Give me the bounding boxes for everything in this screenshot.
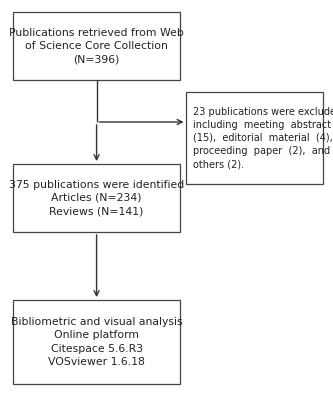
Text: (15),  editorial  material  (4),: (15), editorial material (4),: [193, 133, 333, 143]
Text: 375 publications were identified: 375 publications were identified: [9, 180, 184, 190]
Text: Articles (N=234): Articles (N=234): [51, 193, 142, 203]
Bar: [13, 300, 180, 384]
Text: Publications retrieved from Web: Publications retrieved from Web: [9, 28, 184, 38]
Text: 23 publications were excluded,: 23 publications were excluded,: [193, 106, 333, 116]
Text: including  meeting  abstract: including meeting abstract: [193, 120, 331, 130]
Text: (N=396): (N=396): [73, 54, 120, 64]
Text: VOSviewer 1.6.18: VOSviewer 1.6.18: [48, 357, 145, 367]
Text: others (2).: others (2).: [193, 159, 244, 170]
Bar: [13, 164, 180, 232]
Bar: [186, 92, 323, 184]
Text: Bibliometric and visual analysis: Bibliometric and visual analysis: [11, 317, 182, 327]
Text: Online platform: Online platform: [54, 330, 139, 340]
Text: of Science Core Collection: of Science Core Collection: [25, 41, 168, 51]
Text: proceeding  paper  (2),  and: proceeding paper (2), and: [193, 146, 330, 156]
Bar: [13, 12, 180, 80]
Text: Citespace 5.6.R3: Citespace 5.6.R3: [51, 344, 143, 354]
Text: Reviews (N=141): Reviews (N=141): [49, 206, 144, 216]
